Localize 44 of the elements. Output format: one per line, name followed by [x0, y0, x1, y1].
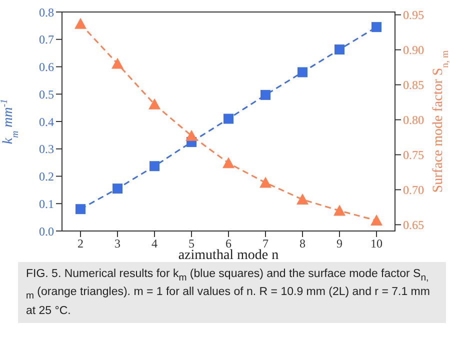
x-tick-label: 6: [226, 236, 232, 251]
x-tick-label: 4: [152, 236, 158, 251]
y2-tick-label: 0.90: [403, 43, 424, 58]
x-tick-label: 5: [188, 236, 194, 251]
point: [76, 204, 86, 214]
point: [372, 22, 382, 32]
point: [296, 194, 308, 205]
point: [222, 157, 234, 168]
point: [334, 204, 346, 216]
x-tick-label: 9: [336, 236, 342, 251]
y-tick-label: 0.5: [39, 87, 54, 102]
y2-tick-label: 0.95: [403, 8, 424, 22]
point: [112, 184, 122, 194]
point: [74, 18, 86, 29]
y2-tick-label: 0.70: [403, 182, 424, 197]
y-tick-label: 0.7: [39, 32, 54, 47]
x-tick-label: 7: [262, 236, 268, 251]
y2-tick-label: 0.75: [403, 148, 424, 162]
x-tick-label: 3: [114, 236, 120, 251]
point: [260, 90, 270, 100]
y-tick-label: 0.4: [39, 114, 54, 129]
point: [260, 176, 272, 188]
x-axis-title: azimuthal mode n: [178, 248, 279, 263]
y-tick-label: 0.2: [39, 170, 54, 184]
point: [112, 58, 124, 69]
y-tick-label: 0.0: [39, 224, 54, 238]
point: [298, 67, 308, 78]
x-tick-label: 10: [370, 236, 382, 251]
point: [150, 161, 160, 172]
point: [370, 214, 382, 226]
point: [186, 130, 198, 141]
point: [148, 98, 160, 110]
y-tick-label: 0.8: [39, 5, 54, 20]
point: [224, 114, 234, 124]
y2-tick-label: 0.65: [403, 218, 424, 232]
point: [334, 44, 344, 55]
y2-tick-label: 0.80: [403, 113, 424, 128]
y-tick-label: 0.3: [39, 142, 54, 156]
y2-tick-label: 0.85: [403, 78, 424, 92]
x-tick-label: 2: [78, 236, 84, 251]
y-tick-label: 0.6: [39, 60, 54, 74]
x-tick-label: 8: [300, 236, 306, 251]
y-tick-label: 0.1: [39, 196, 54, 211]
text: FIG. 5. Numerical results for k$_{m}$ (blue squares) and the surface mode factor S$_{n,}$ $_{m}$ (orange triangles). m = 1 for all values of n. R = 10.9 mm (2L) and r = 7.1 mm at 25 °C.: [26, 268, 430, 317]
